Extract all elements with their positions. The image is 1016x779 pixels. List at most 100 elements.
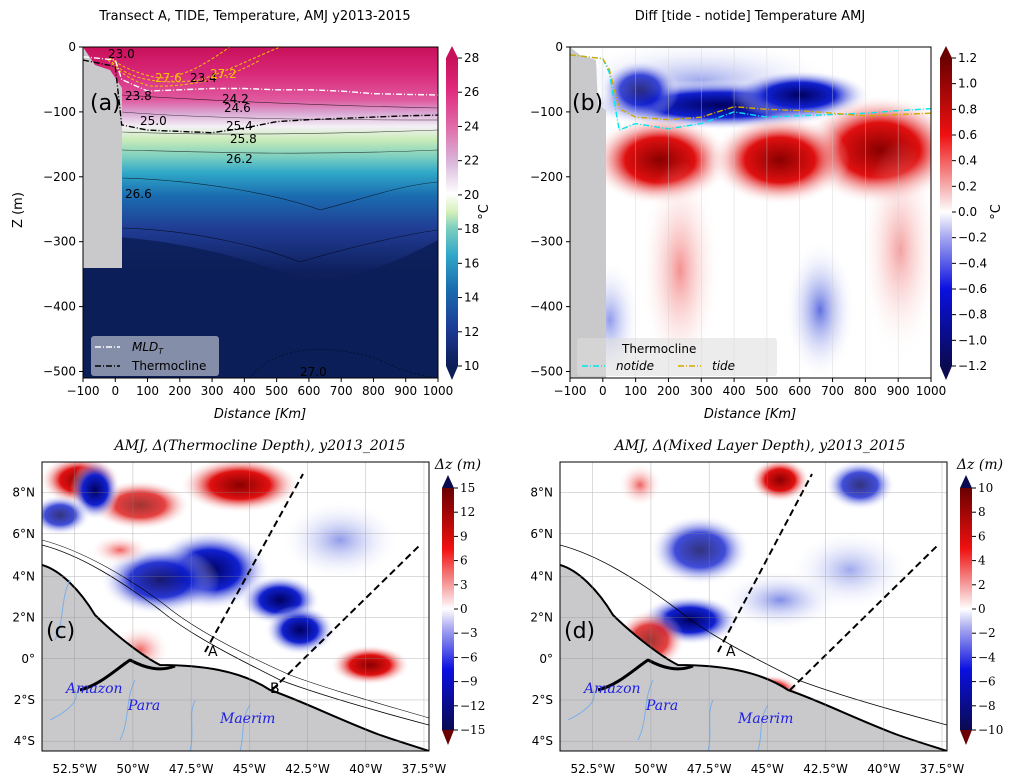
legend-label-thermocline: Thermocline (131, 359, 206, 373)
colorbar-tick-label: 3 (460, 578, 468, 592)
x-tick-label: 700 (821, 384, 844, 398)
map-lon-label: 52.5°W (52, 762, 97, 776)
map-lon-label: 45°W (233, 762, 266, 776)
colorbar-tick-label: 4 (978, 554, 986, 568)
x-tick-label: 800 (854, 384, 877, 398)
panel-a-field: 23.0 27.6 23.4 27.2 23.8 24.2 24.6 25.0 … (83, 47, 438, 379)
legend-box (577, 338, 777, 376)
land-mask (83, 47, 122, 268)
river-label-amazon: Amazon (64, 681, 123, 697)
legend-label-notide: notide (616, 359, 654, 373)
x-tick-label: 0 (111, 384, 119, 398)
transect-b-label: B (270, 681, 280, 697)
series-mld-line (83, 56, 438, 96)
panel-a-label: (a) (90, 91, 121, 116)
river-label-para: Para (127, 698, 160, 714)
x-tick-label: 500 (755, 384, 778, 398)
map-lat-label: 2°N (12, 611, 35, 625)
map-lat-label: 8°N (12, 486, 35, 500)
contour-label: 24.6 (224, 101, 251, 115)
map-lon-label: 50°W (116, 762, 149, 776)
colorbar-tick-label: −1.2 (958, 359, 987, 373)
x-tick-label: 1000 (423, 384, 454, 398)
map-lon-label: 45°W (751, 762, 784, 776)
contour-label: 27.0 (300, 365, 327, 379)
x-tick-label: 800 (362, 384, 385, 398)
map-lon-label: 47.5°W (169, 762, 214, 776)
map-lon-label: 52.5°W (570, 762, 615, 776)
panel-d-title: AMJ, Δ(Mixed Layer Depth), y2013_2015 (613, 438, 906, 454)
panel-b-legend[interactable]: Thermocline notide tide (577, 338, 777, 376)
panel-d-map (560, 462, 947, 751)
panel-b-colorbar: 1.2 1.0 0.8 0.6 0.4 0.2 0.0 −0.2 −0.4 −0.6 −0.8 −1.… (940, 46, 1004, 380)
contour-labels: 23.0 27.6 23.4 27.2 23.8 24.2 24.6 25.0 … (108, 47, 327, 379)
x-tick-label: 400 (723, 384, 746, 398)
colorbar-tick-label: 20 (464, 188, 479, 202)
colorbar-tick-label: 22 (464, 154, 479, 168)
map-lat-label: 4°N (530, 569, 553, 583)
colorbar-b-bottom-arrow (940, 366, 952, 380)
map-lon-label: 40°W (349, 762, 382, 776)
colorbar-tick-label: −2 (978, 626, 996, 640)
map-lat-label: 2°N (530, 611, 553, 625)
x-tick-label: 600 (788, 384, 811, 398)
panel-d-colorbar: Δz (m) 10 8 6 4 2 0 −2 −4 −6 −8 −10 (956, 457, 1003, 745)
map-lat-label: 8°N (530, 486, 553, 500)
y-tick-label: −300 (530, 235, 563, 249)
colorbar-tick-label: −8 (978, 699, 996, 713)
transect-a-label: A (726, 644, 736, 660)
map-lon-label: 42.5°W (285, 762, 330, 776)
colorbar-d (960, 488, 972, 730)
colorbar-tick-label: 9 (460, 529, 468, 543)
colorbar-a-bottom-arrow (446, 366, 458, 380)
amazon-estuary (79, 658, 176, 692)
map-lon-label: 42.5°W (803, 762, 848, 776)
colorbar-a (446, 58, 458, 366)
colorbar-tick-label: 1.2 (958, 51, 977, 65)
panel-a-frame (82, 46, 439, 379)
x-tick-label: 200 (168, 384, 191, 398)
contour-label: 25.8 (230, 132, 257, 146)
transect-a-line (717, 473, 813, 653)
colorbar-tick-label: −9 (460, 675, 478, 689)
colorbar-tick-label: 28 (464, 51, 479, 65)
y-tick-label: −500 (530, 365, 563, 379)
isotherm-contours (121, 94, 438, 378)
colorbar-b-top-arrow (940, 46, 952, 58)
colorbar-tick-label: 10 (464, 359, 479, 373)
colorbar-c-top-arrow (442, 475, 454, 488)
panel-b-title: Diff [tide - notide] Temperature AMJ (635, 9, 865, 24)
river-label-maerim: Maerim (219, 711, 275, 727)
y-tick-label: −200 (530, 170, 563, 184)
panel-a-legend[interactable]: MLDT Thermocline (91, 336, 219, 376)
y-tick-label: −200 (43, 170, 76, 184)
river-label-para: Para (645, 698, 678, 714)
orange-contours (107, 47, 281, 87)
y-tick-label: −500 (43, 365, 76, 379)
panel-d: AMJ, Δ(Mixed Layer Depth), y2013_2015 (530, 438, 1003, 776)
series-notide-line (570, 54, 931, 132)
panel-c: AMJ, Δ(Thermocline Depth), y2013_2015 (12, 438, 485, 776)
y-tick-label: 0 (555, 40, 563, 54)
map-lon-label: 50°W (634, 762, 667, 776)
colorbar-tick-label: 16 (464, 256, 479, 270)
x-tick-label: 300 (201, 384, 224, 398)
colorbar-tick-label: −0.6 (958, 282, 987, 296)
contour-label: 26.2 (226, 152, 253, 166)
contour-label: 23.4 (190, 71, 217, 85)
colorbar-tick-label: −3 (460, 626, 478, 640)
colorbar-tick-label: 2 (978, 578, 986, 592)
map-lat-label: 4°S (14, 734, 35, 748)
colorbar-tick-label: −10 (978, 723, 1003, 737)
panel-c-frame (41, 461, 430, 752)
colorbar-tick-label: −6 (460, 650, 478, 664)
legend-label-mld: MLDT (132, 340, 164, 356)
colorbar-tick-label: 26 (464, 85, 479, 99)
colorbar-d-bottom-arrow (960, 730, 972, 745)
river-label-amazon: Amazon (582, 681, 641, 697)
panel-c-colorbar: Δz (m) 15 12 9 6 3 0 −3 −6 −9 −12 −15 (434, 457, 485, 745)
panel-c-title: AMJ, Δ(Thermocline Depth), y2013_2015 (113, 438, 406, 454)
panel-b-field (570, 47, 931, 378)
colorbar-tick-label: −4 (978, 650, 996, 664)
panel-c-axes: 52.5°W 50°W 47.5°W 45°W 42.5°W 40°W 37.5°W 8°N 6… (12, 486, 446, 776)
